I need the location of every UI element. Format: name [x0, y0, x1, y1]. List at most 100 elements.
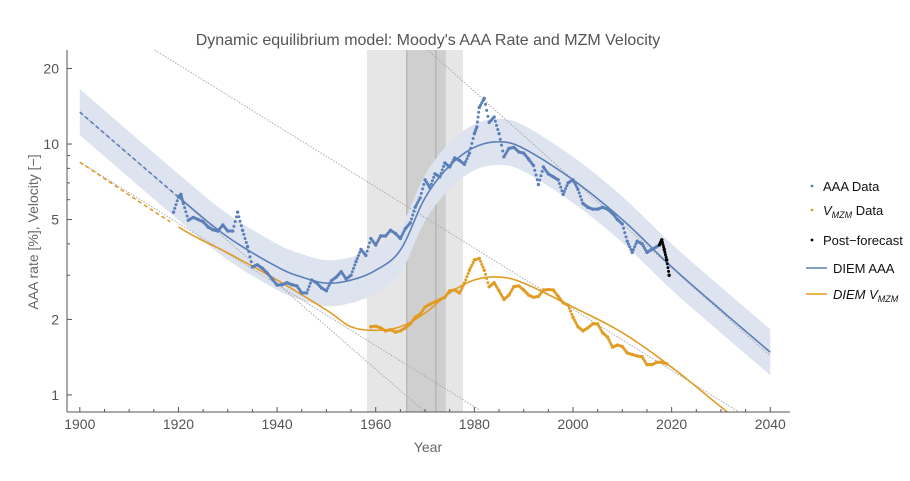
data-point — [442, 164, 446, 168]
x-axis-label: Year — [414, 439, 443, 455]
legend-label-text: DIEM V — [833, 287, 879, 302]
x-tick-label: 1900 — [64, 416, 95, 432]
data-point — [450, 160, 454, 164]
data-point — [457, 291, 462, 295]
legend-label-text: AAA Data — [823, 179, 880, 194]
data-point — [430, 179, 434, 183]
data-point — [480, 101, 484, 105]
data-point — [411, 213, 415, 217]
shaded-regions — [366, 50, 464, 412]
y-axis-label: AAA rate [%], Velocity [−] — [25, 154, 41, 309]
x-tick-label: 1920 — [163, 416, 194, 432]
data-point — [401, 232, 405, 236]
axes: 1900 1920 1940 1960 1980 2000 2020 2040 1 2 5 10 20 — [43, 50, 790, 432]
data-point — [572, 318, 576, 322]
data-point — [569, 309, 573, 313]
data-point — [243, 236, 247, 240]
data-point — [631, 248, 635, 252]
legend-marker-dot — [810, 184, 814, 188]
data-point — [499, 293, 503, 297]
data-point — [432, 175, 436, 179]
data-point — [181, 201, 186, 206]
data-point — [466, 154, 470, 158]
legend-marker-dot — [810, 208, 814, 212]
y-tick-label: 5 — [51, 212, 59, 228]
data-point — [667, 273, 671, 277]
data-point — [626, 242, 630, 246]
data-point — [232, 224, 236, 228]
data-point — [368, 241, 372, 245]
data-point — [479, 103, 483, 107]
data-point — [625, 239, 629, 243]
data-point — [180, 197, 184, 201]
data-point — [495, 123, 499, 127]
data-point — [479, 259, 483, 263]
x-tick-label: 2040 — [755, 416, 786, 432]
data-point — [471, 137, 475, 141]
data-point — [483, 272, 487, 276]
data-point — [460, 286, 464, 290]
data-point — [352, 266, 356, 270]
data-point — [438, 175, 442, 179]
data-point — [623, 231, 627, 235]
data-point — [498, 291, 502, 295]
legend-suffix: Data — [852, 203, 884, 218]
data-point — [462, 162, 467, 167]
data-point — [242, 232, 246, 236]
data-point — [597, 324, 601, 328]
data-point — [571, 178, 575, 182]
data-point — [609, 343, 613, 347]
data-point — [496, 128, 500, 132]
x-tick-label: 1960 — [360, 416, 391, 432]
data-point — [533, 168, 537, 172]
data-point — [247, 250, 251, 254]
data-point — [429, 182, 433, 186]
y-tick-label: 1 — [51, 387, 59, 403]
data-point — [375, 241, 379, 245]
data-point — [475, 125, 479, 129]
data-point — [400, 234, 404, 238]
data-point — [664, 255, 668, 259]
data-point — [467, 151, 472, 155]
data-point — [566, 303, 570, 307]
data-point — [497, 131, 501, 136]
data-point — [665, 258, 669, 262]
data-point — [180, 195, 184, 199]
data-point — [349, 273, 353, 277]
data-point — [573, 320, 577, 324]
data-point — [376, 238, 380, 242]
data-point — [483, 102, 487, 106]
data-point — [567, 306, 571, 310]
data-point — [467, 268, 472, 272]
asymptote-line — [154, 50, 740, 412]
data-point — [469, 266, 473, 270]
data-point — [183, 206, 187, 210]
y-tick-label: 20 — [43, 60, 59, 76]
x-tick-label: 1980 — [459, 416, 490, 432]
data-point — [559, 185, 563, 189]
legend-label: DIEM AAA — [833, 261, 895, 276]
data-point — [620, 222, 625, 226]
data-point — [464, 160, 468, 164]
data-point — [422, 182, 426, 186]
data-point — [476, 115, 480, 119]
data-point — [307, 284, 311, 288]
data-point — [482, 268, 486, 272]
data-point — [531, 163, 536, 168]
data-point — [470, 263, 474, 267]
data-point — [486, 114, 490, 118]
legend-label-text: DIEM AAA — [833, 261, 895, 276]
x-tick-label: 2020 — [656, 416, 687, 432]
data-point — [482, 96, 486, 101]
data-point — [480, 262, 484, 266]
data-point — [465, 157, 469, 161]
y-tick-label: 2 — [51, 311, 59, 327]
data-point — [421, 187, 425, 191]
data-point — [366, 245, 370, 249]
data-point — [667, 269, 671, 273]
data-point — [409, 217, 413, 221]
data-point — [413, 205, 417, 209]
data-point — [577, 191, 581, 195]
data-point — [629, 248, 633, 252]
data-point — [564, 187, 568, 191]
